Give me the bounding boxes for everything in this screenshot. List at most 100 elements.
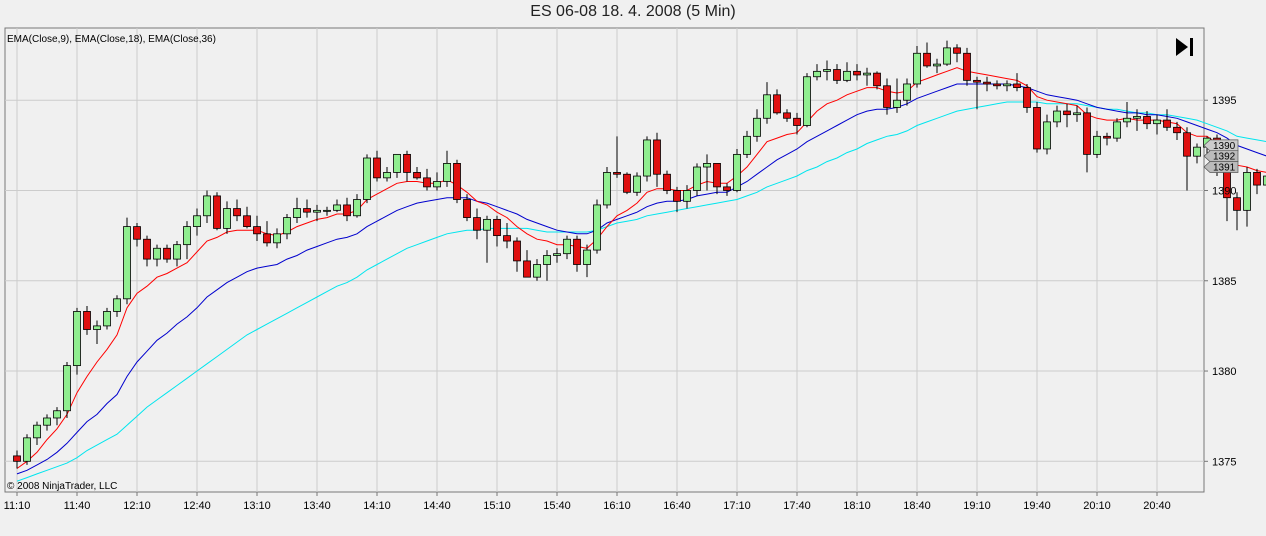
candle-body-up <box>313 209 321 213</box>
x-tick-label: 13:40 <box>303 500 331 512</box>
candle <box>603 167 611 209</box>
candle <box>1253 168 1261 195</box>
candle-body-down <box>673 190 681 202</box>
candle <box>833 64 841 84</box>
candle <box>1013 73 1021 92</box>
y-tick-label: 1390 <box>1212 185 1236 197</box>
candle <box>733 148 741 193</box>
candle-body-down <box>503 235 511 242</box>
candle <box>33 421 41 446</box>
candle <box>153 244 161 267</box>
candle <box>543 250 551 281</box>
candle <box>1023 83 1031 113</box>
candle <box>723 183 731 196</box>
plot-area[interactable] <box>4 27 1205 493</box>
candle-body-up <box>803 76 811 126</box>
candle-body-down <box>833 69 841 81</box>
candle <box>1043 114 1051 155</box>
candle <box>693 163 701 196</box>
ema36-line <box>16 101 1266 482</box>
candle-body-down <box>1143 116 1151 125</box>
candle <box>23 434 31 465</box>
candle-body-down <box>1253 172 1261 186</box>
candle <box>193 208 201 236</box>
candle-body-up <box>113 298 121 312</box>
candle-body-down <box>783 112 791 119</box>
candle-body-down <box>413 172 421 179</box>
candle <box>533 259 541 281</box>
candle-body-down <box>243 215 251 227</box>
candle <box>143 235 151 267</box>
candle-body-down <box>873 72 881 87</box>
candle-body-up <box>693 166 701 191</box>
x-tick-label: 13:10 <box>243 500 271 512</box>
candle-body-up <box>1073 112 1081 116</box>
candle <box>643 136 651 182</box>
candle <box>553 248 561 263</box>
candle-body-up <box>893 99 901 108</box>
candle-body-up <box>43 417 51 426</box>
candle <box>903 78 911 106</box>
price-tag-box <box>1203 139 1239 152</box>
candle-body-up <box>733 153 741 191</box>
candle-body-up <box>323 209 331 212</box>
candle <box>813 64 821 81</box>
candle <box>213 192 221 231</box>
candle-body-up <box>1243 172 1251 211</box>
candle <box>883 78 891 115</box>
candle-body-down <box>1233 197 1241 211</box>
candle <box>353 194 361 218</box>
candle <box>663 170 671 195</box>
candle <box>333 199 341 213</box>
candle <box>1243 167 1251 227</box>
y-tick-label: 1385 <box>1212 276 1236 288</box>
candle <box>923 42 931 68</box>
copyright-text: © 2008 NinjaTrader, LLC <box>7 481 117 492</box>
candle-body-down <box>623 173 631 193</box>
candle <box>313 204 321 222</box>
candle <box>943 40 951 66</box>
candle <box>443 150 451 187</box>
price-tag-box <box>1203 161 1239 173</box>
candle-body-down <box>1173 126 1181 134</box>
x-tick-label: 15:40 <box>543 500 571 512</box>
candle <box>13 450 21 469</box>
x-tick-label: 15:10 <box>483 500 511 512</box>
candle-body-up <box>1003 83 1011 87</box>
price-tag: 1390 <box>1203 139 1239 152</box>
y-tick-label: 1380 <box>1212 366 1236 378</box>
x-axis: 11:10 11:40 12:10 12:40 13:10 13:40 14:10 14:40… <box>4 492 1171 512</box>
candle-body-down <box>493 218 501 237</box>
candle <box>283 213 291 240</box>
candle <box>683 185 691 209</box>
candle-body-down <box>1023 87 1031 108</box>
x-tick-label: 20:10 <box>1083 500 1111 512</box>
candle-body-down <box>1083 112 1091 155</box>
x-tick-label: 19:40 <box>1023 500 1051 512</box>
x-tick-label: 11:10 <box>4 500 31 512</box>
candle-body-down <box>613 172 621 175</box>
candle-body-up <box>533 264 541 278</box>
candle-body-down <box>963 52 971 81</box>
candle <box>873 71 881 90</box>
candle <box>613 136 621 178</box>
candle <box>743 130 751 158</box>
candle <box>1173 121 1181 140</box>
candle-body-down <box>403 153 411 173</box>
candle <box>1263 175 1266 186</box>
candle <box>1063 103 1071 128</box>
candle <box>963 47 971 86</box>
candle-body-down <box>233 208 241 217</box>
candle <box>1103 132 1111 146</box>
candle-body-up <box>763 94 771 119</box>
candle <box>1123 102 1131 128</box>
skip-to-end-icon[interactable] <box>1176 38 1193 56</box>
candle-body-down <box>773 94 781 114</box>
candle-body-up <box>293 208 301 218</box>
candle-body-up <box>943 47 951 65</box>
candle <box>1053 105 1061 128</box>
candle <box>823 60 831 81</box>
candle-body-up <box>753 117 761 137</box>
